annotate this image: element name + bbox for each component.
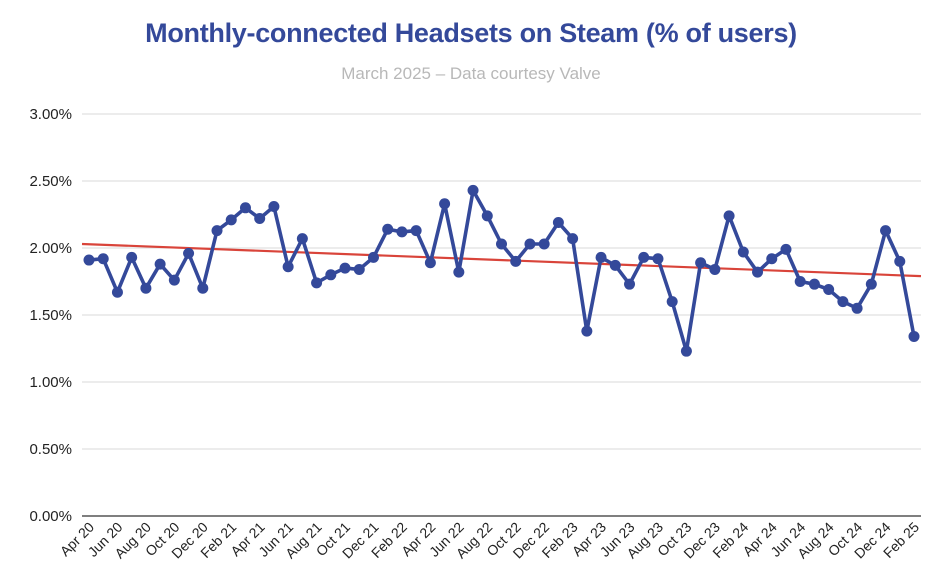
y-tick-label: 0.50% <box>29 441 72 458</box>
y-axis-ticks: 0.00% 0.50% 1.00% 1.50% 2.00% 2.50% 3.00% <box>29 106 72 525</box>
data-point <box>325 269 337 281</box>
data-point <box>268 200 280 212</box>
data-point <box>538 238 550 250</box>
data-point <box>197 282 209 294</box>
data-point <box>552 217 564 229</box>
data-point <box>183 247 195 259</box>
data-point <box>581 325 593 337</box>
data-point <box>481 210 493 222</box>
gridlines <box>82 113 921 517</box>
data-point <box>467 184 479 196</box>
data-point <box>168 274 180 286</box>
chart-title: Monthly-connected Headsets on Steam (% o… <box>145 18 797 48</box>
data-point <box>97 253 109 265</box>
data-point <box>154 258 166 270</box>
data-point <box>225 214 237 226</box>
data-point <box>367 251 379 263</box>
data-point <box>823 284 835 296</box>
data-point <box>524 238 536 250</box>
data-point <box>851 302 863 314</box>
data-point <box>894 255 906 267</box>
data-point <box>680 345 692 357</box>
data-point <box>453 266 465 278</box>
data-point <box>296 233 308 245</box>
data-point <box>126 251 138 263</box>
data-point <box>780 243 792 255</box>
data-point <box>311 277 323 289</box>
y-tick-label: 0.00% <box>29 508 72 525</box>
data-point <box>595 251 607 263</box>
data-point <box>865 278 877 290</box>
data-point <box>396 226 408 238</box>
data-point <box>908 330 920 342</box>
data-point <box>339 262 351 274</box>
data-point <box>140 282 152 294</box>
data-point <box>695 257 707 269</box>
data-point <box>353 263 365 275</box>
y-tick-label: 1.00% <box>29 374 72 391</box>
chart-subtitle: March 2025 – Data courtesy Valve <box>341 64 601 83</box>
data-point <box>254 213 266 225</box>
data-point <box>510 255 522 267</box>
data-point <box>666 296 678 308</box>
trendline <box>81 242 922 278</box>
data-point <box>424 257 436 269</box>
data-point <box>752 266 764 278</box>
series-group <box>83 184 920 357</box>
data-point <box>808 278 820 290</box>
data-point <box>737 246 749 258</box>
data-point <box>652 253 664 265</box>
data-point <box>439 198 451 210</box>
data-point <box>239 202 251 214</box>
data-point <box>837 296 849 308</box>
data-point <box>624 278 636 290</box>
y-tick-label: 1.50% <box>29 307 72 324</box>
data-point <box>211 225 223 237</box>
data-point <box>111 286 123 298</box>
data-point <box>880 225 892 237</box>
trendline-group <box>81 242 922 278</box>
data-point <box>723 210 735 222</box>
data-point <box>766 253 778 265</box>
y-tick-label: 3.00% <box>29 106 72 123</box>
y-tick-label: 2.00% <box>29 240 72 257</box>
data-point <box>410 225 422 237</box>
data-point <box>382 223 394 235</box>
y-tick-label: 2.50% <box>29 173 72 190</box>
data-point <box>609 259 621 271</box>
data-point <box>496 238 507 250</box>
data-point <box>709 263 721 275</box>
data-point <box>83 254 95 266</box>
data-point <box>638 251 650 263</box>
data-point <box>282 261 294 273</box>
data-point <box>794 276 806 287</box>
data-point <box>567 233 579 245</box>
